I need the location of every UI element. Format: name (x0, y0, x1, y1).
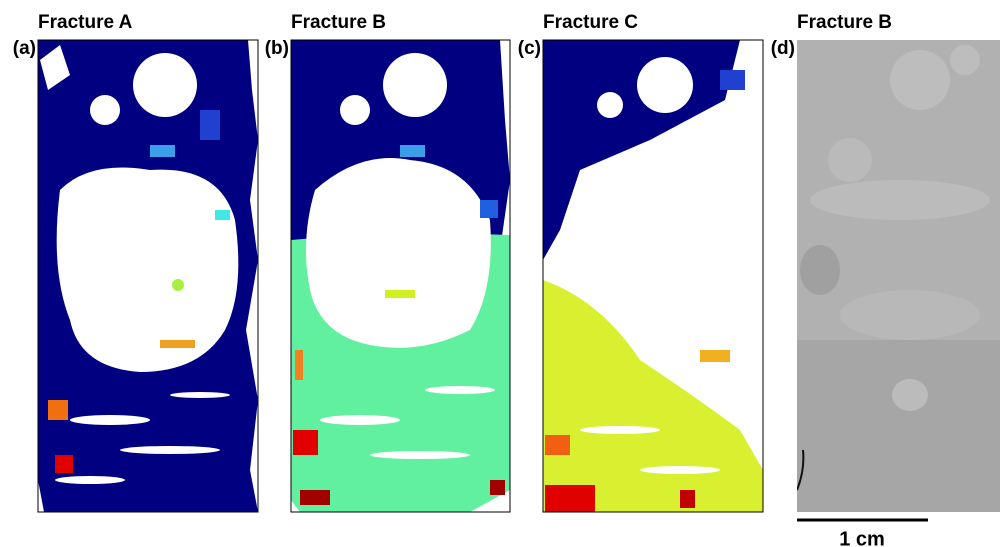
panel-title: Fracture A (38, 12, 133, 33)
panel-title: Fracture B (797, 12, 892, 33)
panel-a-image (38, 40, 258, 512)
panel-label: (d) (771, 38, 795, 59)
scale-bar-label: 1 cm (839, 528, 885, 547)
panel-c-image (543, 40, 763, 512)
panel-title: Fracture B (291, 12, 386, 33)
panel-label: (a) (13, 38, 36, 59)
panel-d-image (797, 40, 1000, 512)
figure: 1 cm Fracture A(a)Fracture B(b)Fracture … (0, 0, 1000, 547)
panel-label: (c) (518, 38, 541, 59)
panel-title: Fracture C (543, 12, 638, 33)
panel-b-image (291, 40, 510, 512)
panel-label: (b) (265, 38, 289, 59)
